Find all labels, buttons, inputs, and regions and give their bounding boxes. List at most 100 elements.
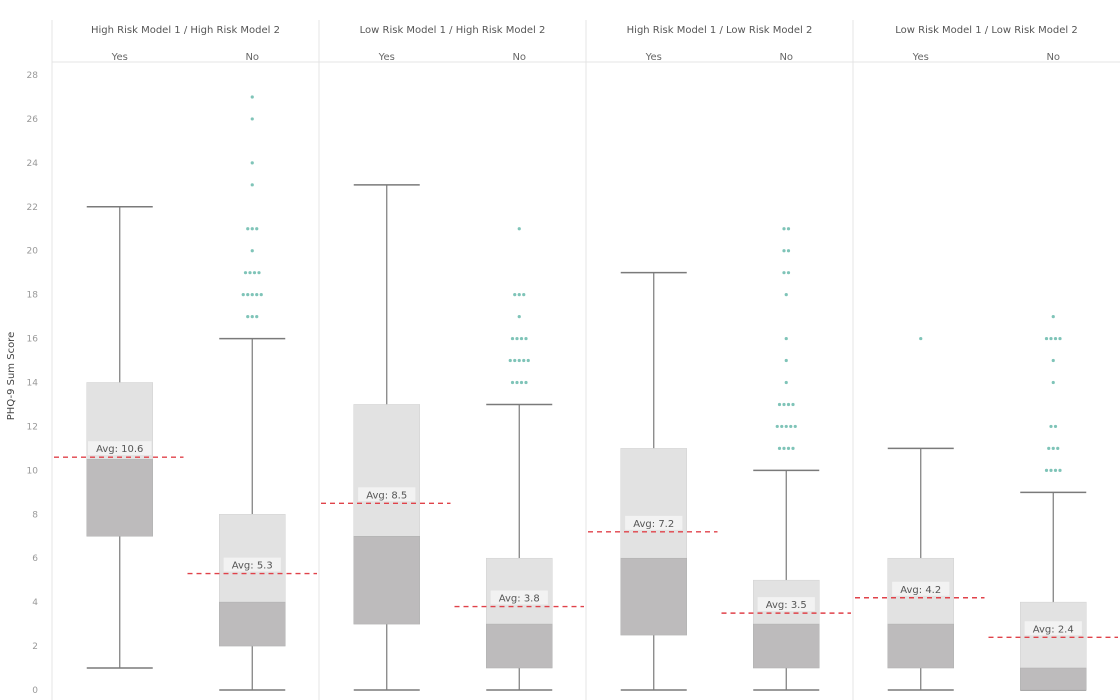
outlier-point[interactable]: [793, 424, 797, 429]
outlier-point[interactable]: [517, 293, 521, 297]
outlier-point[interactable]: [1051, 446, 1055, 450]
panel-title: Low Risk Model 1 / Low Risk Model 2: [895, 25, 1077, 36]
outlier-point[interactable]: [517, 358, 521, 363]
outlier-point[interactable]: [782, 227, 786, 231]
y-tick-label: 8: [32, 510, 38, 520]
panel-title: High Risk Model 1 / Low Risk Model 2: [627, 25, 813, 36]
outlier-point[interactable]: [255, 227, 259, 231]
box-lower-quartile[interactable]: [219, 601, 286, 647]
outlier-point[interactable]: [919, 336, 923, 341]
outlier-point[interactable]: [515, 336, 519, 341]
outlier-point[interactable]: [508, 358, 512, 363]
outlier-point[interactable]: [789, 424, 793, 429]
outlier-point[interactable]: [246, 315, 250, 319]
outlier-point[interactable]: [250, 161, 254, 165]
outlier-point[interactable]: [252, 271, 257, 275]
outlier-point[interactable]: [1058, 468, 1062, 472]
outlier-point[interactable]: [510, 380, 515, 385]
outlier-point[interactable]: [784, 424, 788, 429]
average-label: Avg: 5.3: [232, 561, 273, 572]
box-upper-quartile[interactable]: [620, 448, 687, 559]
outlier-point[interactable]: [784, 336, 788, 341]
outlier-point[interactable]: [515, 380, 519, 385]
category-label: Yes: [111, 52, 128, 63]
outlier-point[interactable]: [784, 380, 788, 385]
outlier-point[interactable]: [526, 358, 530, 363]
category-label: Yes: [645, 52, 662, 63]
outlier-point[interactable]: [777, 402, 782, 407]
box-lower-quartile[interactable]: [86, 459, 153, 537]
outlier-point[interactable]: [250, 315, 254, 319]
box-upper-quartile[interactable]: [353, 404, 420, 537]
outlier-point[interactable]: [246, 227, 250, 231]
outlier-point[interactable]: [243, 271, 248, 275]
outlier-point[interactable]: [775, 424, 779, 429]
outlier-point[interactable]: [786, 446, 791, 450]
box-lower-quartile[interactable]: [753, 623, 820, 669]
outlier-point[interactable]: [777, 446, 782, 450]
outlier-point[interactable]: [782, 271, 786, 275]
y-tick-label: 4: [32, 598, 38, 608]
outlier-point[interactable]: [250, 249, 254, 253]
outlier-point[interactable]: [250, 227, 254, 231]
outlier-point[interactable]: [250, 117, 254, 121]
outlier-point[interactable]: [524, 380, 528, 385]
outlier-point[interactable]: [250, 183, 254, 187]
box-lower-quartile[interactable]: [486, 623, 553, 669]
outlier-point[interactable]: [519, 336, 524, 341]
outlier-point[interactable]: [522, 358, 526, 363]
box-lower-quartile[interactable]: [353, 536, 420, 625]
outlier-point[interactable]: [786, 249, 791, 253]
outlier-point[interactable]: [246, 293, 250, 297]
outlier-point[interactable]: [782, 402, 786, 407]
outlier-point[interactable]: [791, 446, 795, 450]
outlier-point[interactable]: [1047, 446, 1051, 450]
outlier-point[interactable]: [250, 95, 254, 99]
box-lower-quartile[interactable]: [887, 623, 954, 669]
outlier-point[interactable]: [1051, 358, 1055, 363]
outlier-point[interactable]: [1049, 336, 1053, 341]
outlier-point[interactable]: [1051, 315, 1055, 319]
outlier-point[interactable]: [259, 293, 263, 297]
outlier-point[interactable]: [786, 271, 791, 275]
outlier-point[interactable]: [784, 293, 788, 297]
outlier-point[interactable]: [513, 293, 517, 297]
outlier-point[interactable]: [524, 336, 528, 341]
box-lower-quartile[interactable]: [620, 557, 687, 636]
outlier-point[interactable]: [1053, 336, 1058, 341]
outlier-point[interactable]: [255, 293, 259, 297]
outlier-point[interactable]: [1051, 380, 1055, 385]
outlier-point[interactable]: [1044, 336, 1049, 341]
outlier-point[interactable]: [784, 358, 788, 363]
outlier-point[interactable]: [510, 336, 515, 341]
outlier-point[interactable]: [522, 293, 526, 297]
box-lower-quartile[interactable]: [1020, 667, 1087, 691]
y-tick-label: 2: [32, 642, 38, 652]
y-tick-label: 10: [27, 466, 39, 476]
outlier-point[interactable]: [250, 293, 254, 297]
outlier-point[interactable]: [517, 315, 521, 319]
outlier-point[interactable]: [791, 402, 795, 407]
outlier-point[interactable]: [241, 293, 245, 297]
outlier-point[interactable]: [1056, 446, 1060, 450]
outlier-point[interactable]: [780, 424, 784, 429]
outlier-point[interactable]: [786, 402, 791, 407]
outlier-point[interactable]: [513, 358, 517, 363]
average-label: Avg: 3.8: [499, 594, 540, 605]
outlier-point[interactable]: [1049, 424, 1053, 429]
outlier-point[interactable]: [1044, 468, 1049, 472]
outlier-point[interactable]: [255, 315, 259, 319]
outlier-point[interactable]: [1053, 468, 1058, 472]
category-label: No: [512, 52, 526, 63]
outlier-point[interactable]: [1049, 468, 1053, 472]
average-label-bg: [490, 590, 548, 605]
outlier-point[interactable]: [782, 249, 786, 253]
outlier-point[interactable]: [248, 271, 252, 275]
outlier-point[interactable]: [782, 446, 786, 450]
outlier-point[interactable]: [1053, 424, 1058, 429]
outlier-point[interactable]: [257, 271, 261, 275]
outlier-point[interactable]: [786, 227, 791, 231]
outlier-point[interactable]: [517, 227, 521, 231]
outlier-point[interactable]: [1058, 336, 1062, 341]
outlier-point[interactable]: [519, 380, 524, 385]
